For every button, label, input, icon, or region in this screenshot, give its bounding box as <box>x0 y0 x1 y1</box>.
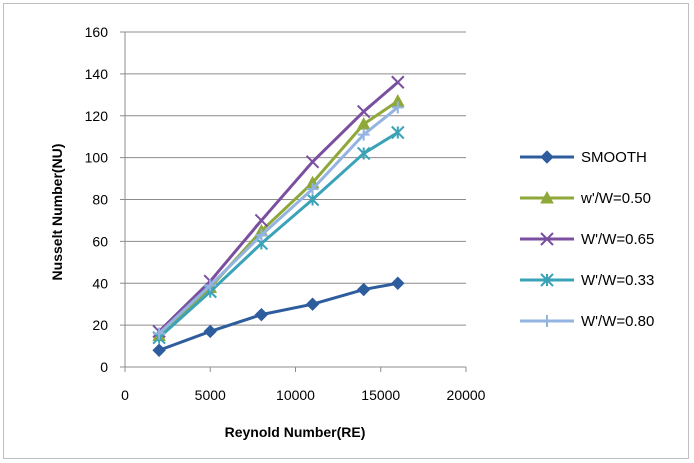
data-point <box>391 125 405 140</box>
data-point <box>356 104 371 119</box>
y-tick-label: 0 <box>100 359 108 375</box>
legend-label: W'/W=0.65 <box>581 231 654 248</box>
y-tick-label: 140 <box>85 66 109 82</box>
legend-marker <box>540 190 554 204</box>
legend-marker <box>540 150 554 164</box>
legend-item: SMOOTH <box>520 149 647 166</box>
data-point <box>305 297 320 311</box>
y-tick-label: 120 <box>85 108 109 124</box>
legend: SMOOTH w'/W=0.50 W'/W=0.65 W'/W=0.33 W'/W=0.… <box>520 149 654 330</box>
legend-item: w'/W=0.50 <box>520 190 651 207</box>
data-point <box>254 213 269 228</box>
x-tick-labels: 0 5000 10000 15000 20000 <box>121 387 486 403</box>
data-point <box>356 146 371 161</box>
x-tick-label: 10000 <box>276 387 315 403</box>
legend-item: W'/W=0.33 <box>520 272 654 289</box>
legend-label: W'/W=0.80 <box>581 313 654 330</box>
data-point <box>254 307 269 322</box>
x-tick-label: 0 <box>121 387 129 403</box>
data-point <box>306 183 319 196</box>
data-point <box>357 128 370 141</box>
axes <box>120 31 467 372</box>
y-tick-label: 160 <box>85 24 109 40</box>
x-tick-label: 20000 <box>447 387 486 403</box>
y-tick-labels: 0 20 40 60 80 100 120 140 160 <box>85 24 109 375</box>
gridlines <box>125 31 466 326</box>
y-tick-label: 40 <box>92 275 108 291</box>
chart-frame <box>3 3 689 459</box>
series-line <box>158 131 399 339</box>
data-point <box>356 282 371 297</box>
data-point <box>305 192 320 207</box>
legend-marker <box>540 273 554 287</box>
series-line <box>158 106 399 335</box>
y-tick-label: 100 <box>85 150 109 166</box>
series-line <box>158 281 399 352</box>
legend-label: W'/W=0.33 <box>581 272 654 289</box>
y-axis-title: Nusselt Number(NU) <box>49 144 65 281</box>
x-tick-label: 5000 <box>195 387 226 403</box>
series-group <box>152 75 405 357</box>
data-point <box>391 101 404 114</box>
series-1 <box>152 276 405 357</box>
data-point <box>153 327 166 340</box>
legend-item: W'/W=0.65 <box>520 231 654 248</box>
y-tick-label: 20 <box>92 317 108 333</box>
series-5 <box>153 101 404 340</box>
legend-marker <box>541 315 553 327</box>
data-point <box>203 324 217 339</box>
series-4 <box>152 125 405 345</box>
legend-item: W'/W=0.80 <box>520 313 654 330</box>
legend-label: w'/W=0.50 <box>580 190 651 207</box>
x-axis-title: Reynold Number(RE) <box>225 424 366 440</box>
y-tick-label: 60 <box>92 233 108 249</box>
y-tick-label: 80 <box>92 192 108 208</box>
series-line <box>158 99 399 337</box>
legend-label: SMOOTH <box>581 149 647 166</box>
data-point <box>204 279 217 292</box>
data-point <box>255 229 268 242</box>
data-point <box>305 155 320 169</box>
x-tick-label: 15000 <box>361 387 400 403</box>
data-point <box>391 276 405 290</box>
data-point <box>152 343 166 357</box>
data-point <box>391 75 405 89</box>
legend-marker <box>540 232 554 246</box>
